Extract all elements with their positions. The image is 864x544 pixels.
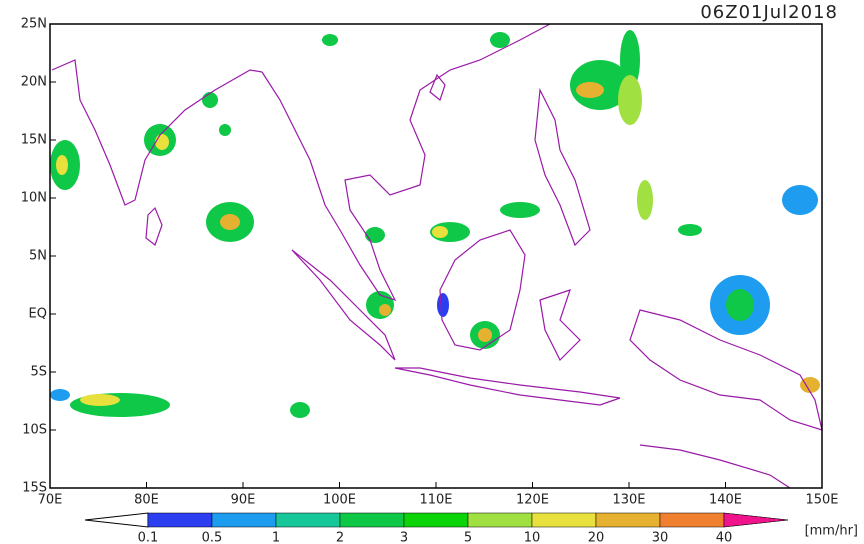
colorbar-under	[84, 512, 149, 528]
colorbar: 0.1 0.5 1 2 3 5 10 20 30 40 [mm/hr]	[84, 512, 858, 544]
colorbar-label: 30	[652, 531, 669, 544]
colorbar-bin	[339, 512, 405, 528]
x-tick-label: 130E	[612, 493, 645, 508]
x-tick-label: 80E	[134, 493, 159, 508]
colorbar-label: 2	[336, 531, 344, 544]
title: 06Z01Jul2018	[700, 2, 838, 23]
y-tick-label: 10N	[21, 191, 47, 206]
y-tick-label: 5S	[30, 365, 47, 380]
x-tick-label: 100E	[323, 493, 356, 508]
y-tick-label: 5N	[29, 249, 47, 264]
colorbar-unit: [mm/hr]	[805, 524, 858, 539]
x-tick-label: 150E	[805, 493, 838, 508]
colorbar-bin	[467, 512, 533, 528]
map-frame	[49, 23, 823, 489]
x-tick-label: 110E	[419, 493, 452, 508]
colorbar-label: 10	[524, 531, 541, 544]
colorbar-bin	[275, 512, 341, 528]
colorbar-label: 5	[464, 531, 472, 544]
x-tick-label: 140E	[709, 493, 742, 508]
colorbar-bin	[147, 512, 213, 528]
colorbar-label: 20	[588, 531, 605, 544]
colorbar-over	[723, 512, 789, 528]
colorbar-label: 0.5	[202, 531, 223, 544]
colorbar-label: 1	[272, 531, 280, 544]
x-tick-label: 90E	[231, 493, 256, 508]
x-tick-label: 70E	[38, 493, 63, 508]
colorbar-bin	[595, 512, 661, 528]
y-tick-label: 15N	[21, 133, 47, 148]
y-tick-label: 10S	[22, 423, 47, 438]
precip-field	[50, 30, 820, 418]
colorbar-label: 3	[400, 531, 408, 544]
axes: 70E 80E 90E 100E 110E 120E 130E 140E 150E 25N 20N 1…	[21, 17, 839, 508]
colorbar-label: 40	[716, 531, 733, 544]
colorbar-bin	[659, 512, 725, 528]
colorbar-bin	[531, 512, 597, 528]
y-tick-label: 20N	[21, 75, 47, 90]
colorbar-bin	[211, 512, 277, 528]
colorbar-bin	[403, 512, 469, 528]
y-tick-label: 25N	[21, 17, 47, 32]
y-tick-label: 15S	[22, 481, 47, 496]
x-tick-label: 120E	[516, 493, 549, 508]
coastlines	[51, 23, 823, 489]
colorbar-label: 0.1	[138, 531, 159, 544]
y-tick-label: EQ	[29, 307, 47, 322]
